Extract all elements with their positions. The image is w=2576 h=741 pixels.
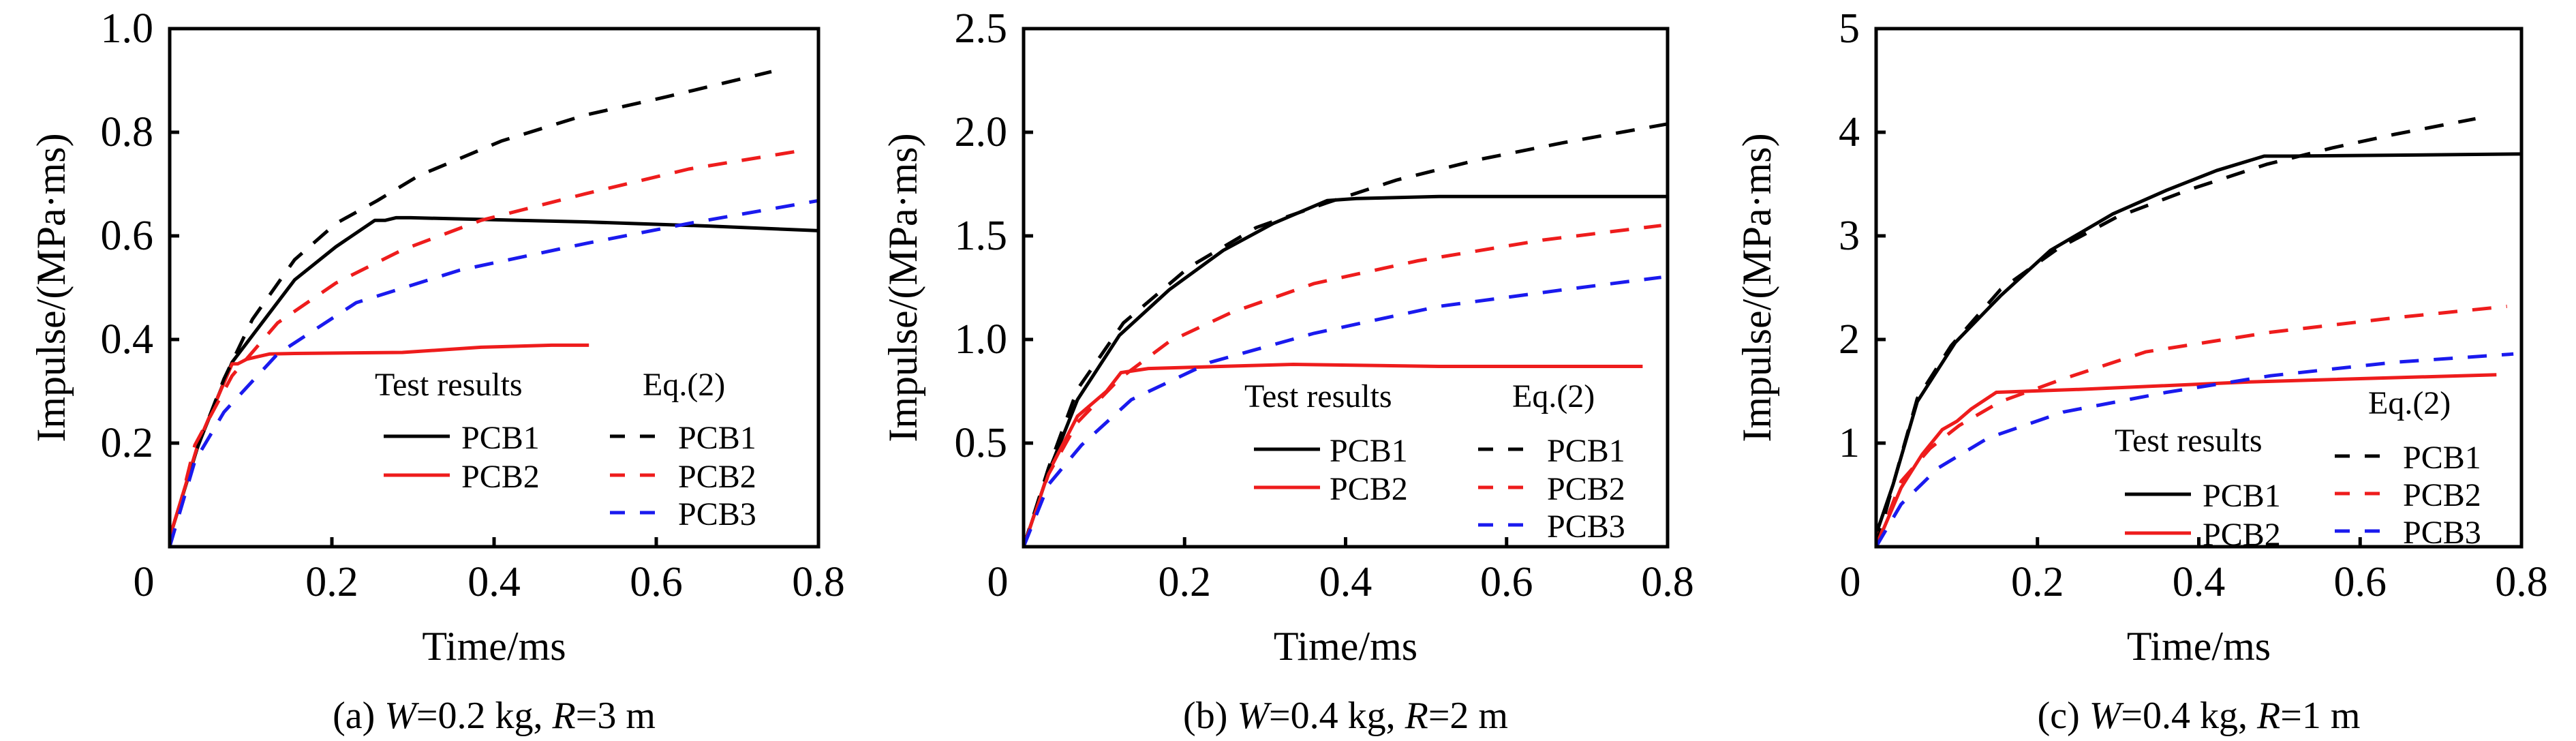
series-line-test-pcb2 bbox=[168, 343, 589, 539]
panel-a: 0.2 0.4 0.6 0.8 0 0.2 0.4 0.6 0.8 1.0 Time/ms Impul… bbox=[29, 5, 845, 737]
y-axis-title: Impulse/(MPa·ms) bbox=[880, 133, 925, 442]
x-axis-title: Time/ms bbox=[422, 624, 566, 669]
series-line-eq2-pcb2 bbox=[1022, 224, 1661, 547]
y-tick-label: 1.5 bbox=[955, 213, 1008, 259]
legend-label-eq2-pcb3: PCB3 bbox=[2403, 515, 2481, 551]
y-tick-label: 4 bbox=[1839, 109, 1860, 155]
legend-title-test-results: Test results bbox=[2115, 423, 2263, 459]
y-tick-label: 1 bbox=[1839, 420, 1860, 466]
y-axis-title: Impulse/(MPa·ms) bbox=[1734, 133, 1779, 442]
y-tick-label: 0.4 bbox=[101, 316, 154, 363]
legend-label-test-pcb1: PCB1 bbox=[461, 420, 540, 456]
series-group bbox=[1022, 122, 1668, 547]
legend-label-eq2-pcb3: PCB3 bbox=[1547, 509, 1625, 545]
x-tick-label: 0.2 bbox=[1159, 559, 1212, 605]
y-tick-label: 2.0 bbox=[955, 109, 1008, 155]
x-tick-label: 0.2 bbox=[2011, 559, 2064, 605]
x-tick-label: 0.6 bbox=[2334, 559, 2387, 605]
x-tick-label: 0.4 bbox=[2173, 559, 2226, 605]
legend-label-eq2-pcb2: PCB2 bbox=[1547, 471, 1625, 507]
series-line-eq2-pcb3 bbox=[168, 198, 819, 547]
y-tick-label: 1.0 bbox=[955, 316, 1008, 363]
y-tick-label: 2.5 bbox=[955, 5, 1008, 52]
y-tick-label: 3 bbox=[1839, 213, 1860, 259]
legend-label-eq2-pcb3: PCB3 bbox=[678, 496, 756, 532]
series-line-eq2-pcb3 bbox=[1874, 352, 2514, 548]
legend-label-eq2-pcb1: PCB1 bbox=[678, 420, 756, 456]
legend-label-test-pcb2: PCB2 bbox=[461, 459, 540, 495]
legend-label-test-pcb1: PCB1 bbox=[2203, 478, 2281, 514]
plot-frame bbox=[1022, 27, 1670, 549]
x-axis-title: Time/ms bbox=[2127, 624, 2271, 669]
y-tick-label: 0.5 bbox=[955, 420, 1008, 466]
legend-label-eq2-pcb1: PCB1 bbox=[1547, 433, 1625, 469]
origin-tick-label: 0 bbox=[1840, 559, 1861, 605]
x-tick-label: 0.6 bbox=[630, 559, 683, 605]
legend-label-eq2-pcb1: PCB1 bbox=[2403, 440, 2481, 476]
series-group bbox=[168, 70, 819, 547]
legend-title-test-results: Test results bbox=[1244, 378, 1392, 414]
y-tick-label: 0.6 bbox=[101, 213, 154, 259]
legend-label-test-pcb2: PCB2 bbox=[1330, 471, 1408, 507]
legend-label-test-pcb2: PCB2 bbox=[2203, 517, 2281, 553]
x-tick-label: 0.8 bbox=[1641, 559, 1694, 605]
y-tick-label: 5 bbox=[1839, 5, 1860, 52]
y-tick-label: 2 bbox=[1839, 316, 1860, 363]
legend-label-eq2-pcb2: PCB2 bbox=[678, 459, 756, 495]
series-line-test-pcb1 bbox=[1022, 194, 1668, 547]
x-tick-label: 0.2 bbox=[305, 559, 358, 605]
panel-caption: (a) W=0.2 kg, R=3 m bbox=[333, 695, 656, 737]
panel-c: 0.2 0.4 0.6 0.8 0 1 2 3 4 5 Time/ms Impulse/(MPa·ms… bbox=[1734, 5, 2548, 737]
x-axis-title: Time/ms bbox=[1274, 624, 1417, 669]
series-group bbox=[1874, 117, 2522, 548]
legend-title-eq2: Eq.(2) bbox=[1512, 378, 1595, 414]
origin-tick-label: 0 bbox=[134, 559, 155, 605]
x-tick-label: 0.4 bbox=[1319, 559, 1373, 605]
y-tick-label: 0.8 bbox=[101, 109, 154, 155]
legend-label-test-pcb1: PCB1 bbox=[1330, 433, 1408, 469]
series-line-test-pcb2 bbox=[1022, 363, 1643, 547]
y-tick-label: 1.0 bbox=[101, 5, 154, 52]
y-tick-label: 0.2 bbox=[101, 420, 154, 466]
series-line-eq2-pcb2 bbox=[168, 149, 797, 547]
panel-caption: (c) W=0.4 kg, R=1 m bbox=[2038, 695, 2361, 737]
series-line-eq2-pcb1 bbox=[1022, 122, 1668, 547]
origin-tick-label: 0 bbox=[987, 559, 1009, 605]
x-tick-label: 0.8 bbox=[2495, 559, 2548, 605]
x-tick-label: 0.4 bbox=[467, 559, 521, 605]
legend-title-test-results: Test results bbox=[375, 367, 523, 403]
legend-title-eq2: Eq.(2) bbox=[2368, 385, 2451, 421]
x-tick-label: 0.8 bbox=[792, 559, 845, 605]
panel-caption: (b) W=0.4 kg, R=2 m bbox=[1183, 695, 1508, 737]
panel-b: 0.2 0.4 0.6 0.8 0 0.5 1.0 1.5 2.0 2.5 Time/ms Impul… bbox=[880, 5, 1694, 737]
y-axis-title: Impulse/(MPa·ms) bbox=[29, 133, 74, 442]
series-line-eq2-pcb1 bbox=[168, 70, 772, 547]
series-line-eq2-pcb3 bbox=[1022, 275, 1661, 547]
x-tick-label: 0.6 bbox=[1480, 559, 1533, 605]
series-line-eq2-pcb1 bbox=[1874, 117, 2476, 547]
legend-label-eq2-pcb2: PCB2 bbox=[2403, 477, 2481, 513]
legend-title-eq2: Eq.(2) bbox=[643, 367, 725, 403]
